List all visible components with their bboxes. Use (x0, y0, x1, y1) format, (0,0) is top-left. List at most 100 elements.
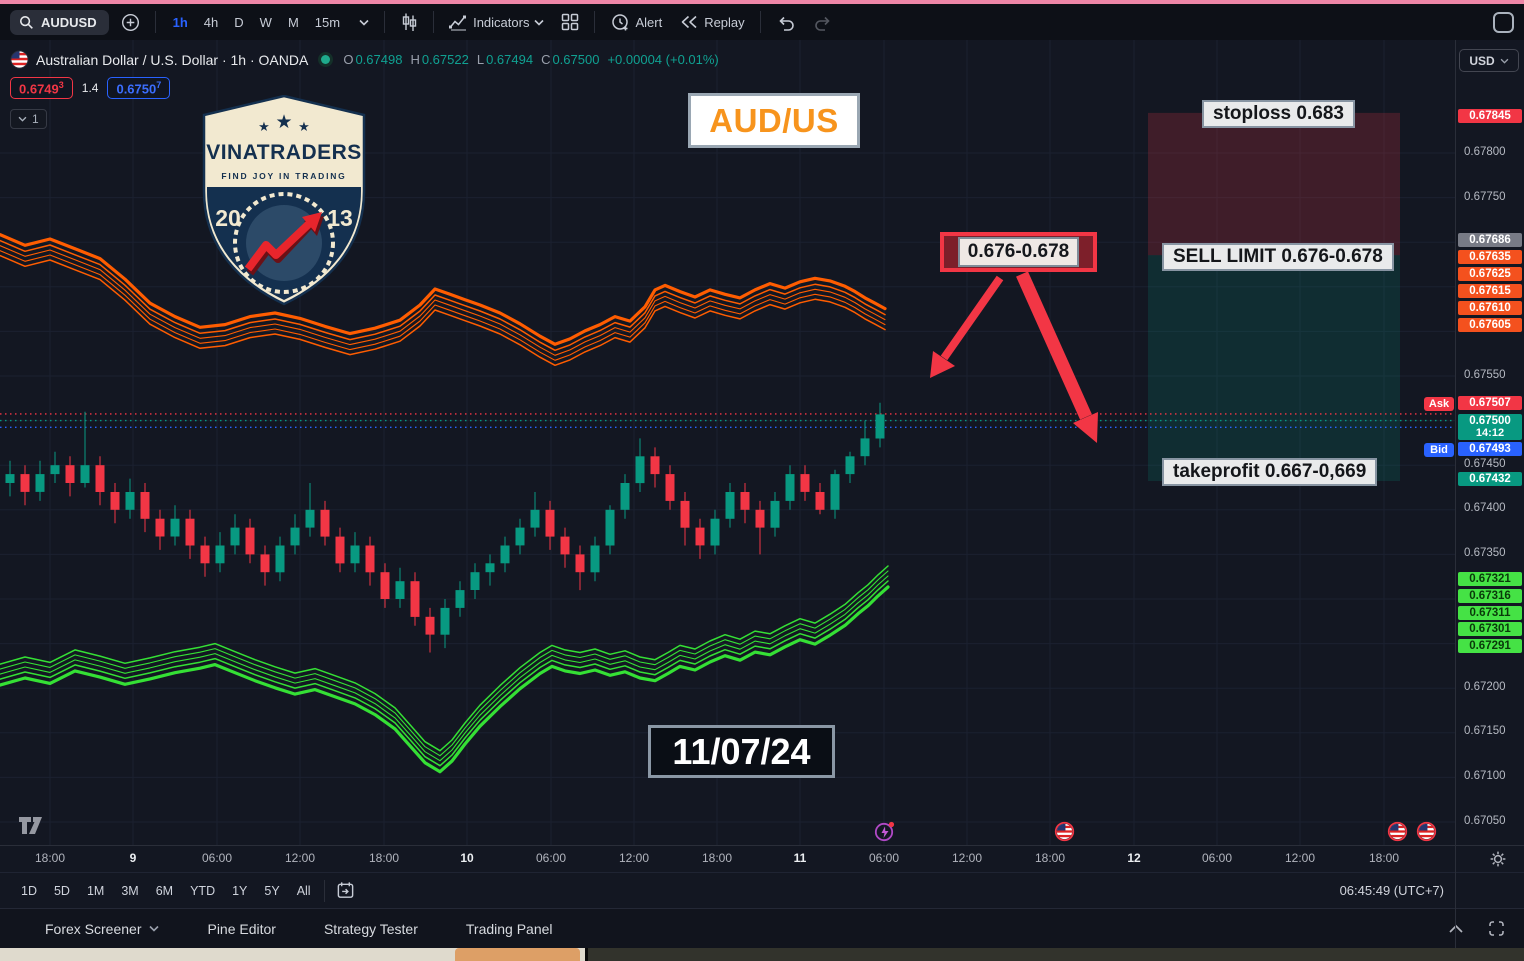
price-label: 0.67610 (1458, 301, 1522, 315)
time-tick: 12:00 (951, 851, 983, 865)
undo-arrow-icon (779, 16, 794, 31)
ohlc-values: O 0.67498 H 0.67522 L 0.67494 C 0.67500 +0.00004… (343, 52, 718, 67)
calendar-go-icon (337, 882, 353, 898)
timeframe-M[interactable]: M (287, 14, 299, 30)
range-All[interactable]: All (296, 883, 311, 898)
timeframe-4h[interactable]: 4h (203, 14, 219, 30)
add-symbol-button[interactable] (116, 9, 145, 36)
redo-arrow-icon (814, 16, 830, 31)
range-5D[interactable]: 5D (53, 883, 70, 898)
bid-quote-button[interactable]: 0.67493 (10, 77, 73, 100)
range-3M[interactable]: 3M (121, 883, 139, 898)
event-power-icon[interactable] (874, 820, 896, 842)
fullscreen-icon (1489, 921, 1504, 936)
date-range-toolbar: 1D 5D 1M 3M 6M YTD 1Y 5Y All 06:45:49 (UTC+7) (0, 872, 1524, 908)
undo-button[interactable] (771, 10, 801, 35)
date-annotation[interactable]: 11/07/24 (648, 725, 835, 778)
time-axis[interactable]: 18:00 9 06:00 12:00 18:00 10 06:00 12:00 18:00 11… (0, 845, 1524, 872)
chart-title[interactable]: Australian Dollar / U.S. Dollar · 1h · O… (36, 51, 309, 68)
time-tick: 18:00 (368, 851, 400, 865)
alert-clock-icon (612, 14, 629, 31)
alert-button[interactable]: Alert (605, 8, 667, 36)
range-1D[interactable]: 1D (21, 883, 37, 898)
chart-type-button[interactable] (395, 8, 423, 36)
go-to-date-button[interactable] (331, 877, 360, 904)
stoploss-label[interactable]: stoploss 0.683 (1202, 100, 1355, 128)
panel-pine-editor[interactable]: Pine Editor (207, 920, 276, 937)
market-status-dot[interactable] (321, 55, 331, 64)
alert-label: Alert (635, 14, 663, 30)
entry-range-text: 0.676-0.678 (957, 237, 1080, 267)
panel-trading-panel[interactable]: Trading Panel (465, 920, 553, 937)
timeframe-15m[interactable]: 15m (314, 14, 341, 30)
price-tick: 0.67100 (1464, 770, 1506, 782)
price-label: 0.67493 (1458, 442, 1522, 456)
sell-limit-label[interactable]: SELL LIMIT 0.676-0.678 (1162, 243, 1394, 271)
chevron-down-icon (534, 19, 545, 26)
currency-label: USD (1469, 53, 1495, 68)
logo-star: ★ (275, 112, 292, 133)
search-icon (19, 15, 33, 29)
range-5Y[interactable]: 5Y (264, 883, 280, 898)
panel-forex-screener[interactable]: Forex Screener (45, 921, 160, 937)
time-tick: 06:00 (535, 851, 567, 865)
panel-expand-button[interactable] (1443, 920, 1469, 938)
chart-main: Australian Dollar / U.S. Dollar · 1h · O… (0, 40, 1524, 845)
timeframe-menu-button[interactable] (354, 15, 374, 30)
plus-circle-icon (121, 13, 139, 31)
time-tick: 18:00 (1368, 851, 1400, 865)
timeframe-W[interactable]: W (259, 14, 272, 30)
chevron-down-icon (359, 19, 369, 26)
background-window-right (585, 948, 1524, 961)
screenshot-button[interactable] (1493, 11, 1514, 33)
replay-button[interactable]: Replay (674, 10, 749, 34)
price-label: 0.67635 (1458, 250, 1522, 264)
range-1Y[interactable]: 1Y (232, 883, 248, 898)
event-us-flag-icon[interactable] (1054, 821, 1075, 842)
logo-year-right: 13 (327, 205, 353, 231)
indicators-label: Indicators (473, 14, 530, 30)
entry-range-annotation[interactable]: 0.676-0.678 (940, 232, 1097, 272)
event-us-flag-icon[interactable] (1387, 821, 1408, 842)
replay-label: Replay (704, 14, 745, 30)
timeframe-D[interactable]: D (234, 14, 244, 30)
symbol-search-button[interactable]: AUDUSD (10, 9, 109, 35)
price-label: 0.67311 (1458, 606, 1522, 620)
price-axis[interactable]: USD 0.67800 0.67750 0.67550 0.67450 0.67400 0… (1455, 40, 1524, 845)
panel-strategy-tester[interactable]: Strategy Tester (323, 920, 418, 937)
range-1M[interactable]: 1M (86, 883, 105, 898)
time-tick: 06:00 (201, 851, 233, 865)
timeframe-1h[interactable]: 1h (172, 14, 188, 30)
price-label: 0.67507 (1458, 396, 1522, 410)
bar-countdown: 14:12 (1475, 427, 1505, 439)
layout-grid-button[interactable] (556, 9, 584, 35)
redo-button[interactable] (808, 10, 838, 35)
price-tick: 0.67450 (1464, 458, 1506, 470)
range-6M[interactable]: 6M (155, 883, 174, 898)
ohlc-value: 0.67494 (486, 52, 534, 67)
indicators-button[interactable]: Indicators (444, 10, 549, 35)
chevron-up-icon (1449, 924, 1463, 933)
tradingview-logo[interactable] (18, 816, 48, 836)
ask-quote-button[interactable]: 0.67507 (107, 77, 171, 100)
gear-icon (1490, 851, 1506, 867)
time-tick: 12:00 (1284, 851, 1316, 865)
ask-tag: Ask (1424, 397, 1454, 411)
server-clock[interactable]: 06:45:49 (UTC+7) (1339, 883, 1444, 898)
event-us-flag-icon[interactable] (1416, 821, 1437, 842)
indicators-collapse-chip[interactable]: 1 (10, 109, 47, 130)
toolbar-divider (433, 11, 435, 33)
logo-tagline: FIND JOY IN TRADING (221, 171, 346, 181)
logo-star: ★ (258, 119, 270, 134)
chart-legend: Australian Dollar / U.S. Dollar · 1h · O… (10, 50, 719, 130)
axis-settings-button[interactable] (1488, 849, 1508, 869)
fullscreen-button[interactable] (1483, 916, 1510, 941)
price-tick: 0.67800 (1464, 146, 1506, 158)
range-YTD[interactable]: YTD (190, 883, 216, 898)
time-tick: 12 (1127, 851, 1141, 865)
pair-annotation[interactable]: AUD/US (688, 93, 860, 148)
takeprofit-label[interactable]: takeprofit 0.667-0,669 (1162, 458, 1378, 486)
chart-canvas[interactable] (0, 40, 1455, 845)
currency-dropdown[interactable]: USD (1459, 49, 1519, 72)
price-tick: 0.67150 (1464, 725, 1506, 737)
